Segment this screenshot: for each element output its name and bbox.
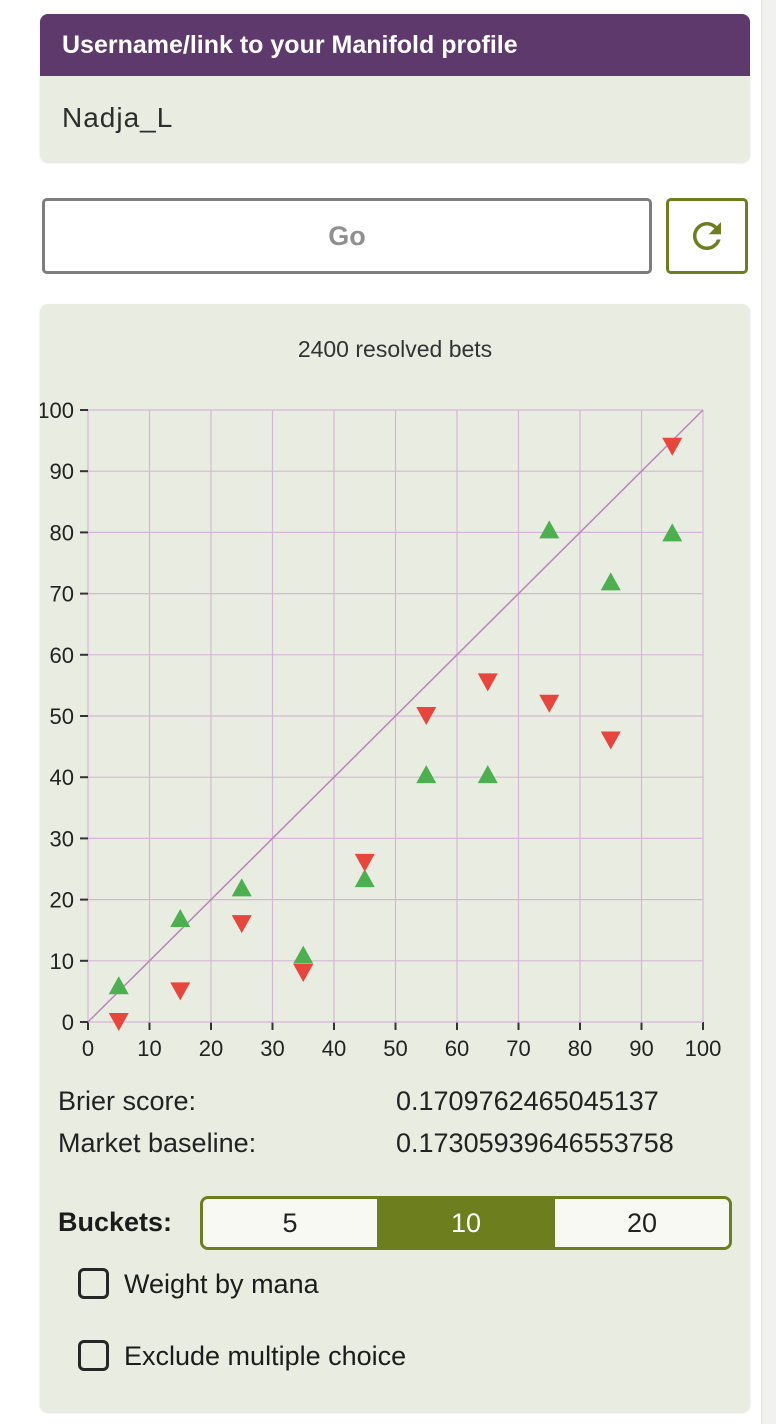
svg-text:80: 80 bbox=[568, 1036, 592, 1061]
svg-text:100: 100 bbox=[685, 1036, 722, 1061]
username-input[interactable] bbox=[40, 76, 750, 160]
chart-card: 2400 resolved bets 0 10 20 30 40 50 60 70 80 90 10… bbox=[40, 304, 750, 1412]
refresh-icon bbox=[686, 215, 728, 257]
chart-title: 2400 resolved bets bbox=[297, 336, 493, 362]
go-button-label: Go bbox=[328, 220, 366, 251]
bucket-option-10[interactable]: 10 bbox=[377, 1199, 553, 1247]
svg-text:50: 50 bbox=[383, 1036, 407, 1061]
buckets-label: Buckets: bbox=[58, 1206, 173, 1237]
brier-score-value: 0.1709762465045137 bbox=[396, 1086, 659, 1116]
svg-text:0: 0 bbox=[62, 1010, 74, 1035]
svg-text:80: 80 bbox=[50, 520, 74, 545]
profile-card: Username/link to your Manifold profile bbox=[40, 14, 750, 162]
svg-text:90: 90 bbox=[50, 459, 74, 484]
weight-by-mana-checkbox[interactable] bbox=[78, 1268, 109, 1299]
svg-text:70: 70 bbox=[506, 1036, 530, 1061]
weight-by-mana-row: Weight by mana bbox=[40, 1264, 750, 1308]
brier-score-row: Brier score: 0.1709762465045137 bbox=[40, 1086, 750, 1126]
bucket-option-5[interactable]: 5 bbox=[203, 1199, 377, 1247]
scrollbar-track[interactable] bbox=[761, 0, 776, 1424]
buckets-row: Buckets: 5 10 20 bbox=[40, 1194, 750, 1250]
market-baseline-value: 0.17305939646553758 bbox=[396, 1128, 674, 1158]
svg-text:60: 60 bbox=[445, 1036, 469, 1061]
weight-by-mana-label: Weight by mana bbox=[124, 1268, 319, 1299]
svg-text:10: 10 bbox=[50, 949, 74, 974]
svg-text:100: 100 bbox=[40, 398, 74, 423]
exclude-multiple-choice-checkbox[interactable] bbox=[78, 1340, 109, 1371]
exclude-multiple-choice-row: Exclude multiple choice bbox=[40, 1336, 750, 1380]
svg-text:0: 0 bbox=[82, 1036, 94, 1061]
svg-text:90: 90 bbox=[629, 1036, 653, 1061]
brier-score-label: Brier score: bbox=[58, 1086, 197, 1116]
profile-card-title: Username/link to your Manifold profile bbox=[62, 30, 518, 59]
svg-text:70: 70 bbox=[50, 582, 74, 607]
svg-text:40: 40 bbox=[322, 1036, 346, 1061]
svg-text:60: 60 bbox=[50, 643, 74, 668]
svg-text:40: 40 bbox=[50, 765, 74, 790]
market-baseline-label: Market baseline: bbox=[58, 1128, 257, 1158]
exclude-multiple-choice-label: Exclude multiple choice bbox=[124, 1340, 407, 1371]
market-baseline-row: Market baseline: 0.17305939646553758 bbox=[40, 1128, 750, 1168]
bucket-option-20[interactable]: 20 bbox=[553, 1199, 729, 1247]
svg-text:50: 50 bbox=[50, 704, 74, 729]
svg-text:10: 10 bbox=[137, 1036, 161, 1061]
refresh-button[interactable] bbox=[666, 198, 748, 274]
svg-text:20: 20 bbox=[199, 1036, 223, 1061]
buckets-control: 5 10 20 bbox=[200, 1196, 732, 1250]
svg-text:30: 30 bbox=[260, 1036, 284, 1061]
svg-text:30: 30 bbox=[50, 826, 74, 851]
profile-card-header: Username/link to your Manifold profile bbox=[40, 14, 750, 76]
svg-text:20: 20 bbox=[50, 888, 74, 913]
go-button[interactable]: Go bbox=[42, 198, 652, 274]
calibration-chart: 0 10 20 30 40 50 60 70 80 90 100 0 10 20 30 40 50 60 70 80 9… bbox=[40, 398, 722, 1061]
